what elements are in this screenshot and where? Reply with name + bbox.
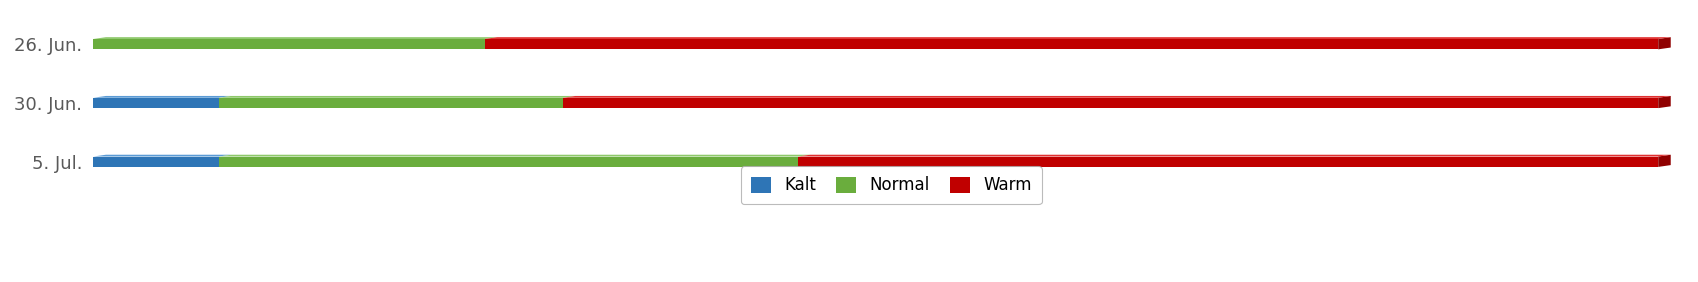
Legend: Kalt, Normal, Warm: Kalt, Normal, Warm (740, 166, 1043, 204)
Polygon shape (219, 155, 810, 157)
Polygon shape (562, 98, 1659, 108)
Polygon shape (484, 37, 1671, 39)
Polygon shape (798, 155, 1671, 157)
Polygon shape (219, 96, 576, 98)
Polygon shape (219, 98, 562, 108)
Polygon shape (93, 98, 219, 108)
Polygon shape (219, 157, 798, 167)
Polygon shape (93, 155, 231, 157)
Polygon shape (93, 39, 484, 49)
Polygon shape (1659, 96, 1671, 108)
Polygon shape (93, 157, 219, 167)
Polygon shape (484, 39, 1659, 49)
Polygon shape (1659, 37, 1671, 49)
Polygon shape (93, 96, 231, 98)
Polygon shape (562, 96, 1671, 98)
Polygon shape (1659, 155, 1671, 167)
Polygon shape (93, 37, 498, 39)
Polygon shape (798, 157, 1659, 167)
